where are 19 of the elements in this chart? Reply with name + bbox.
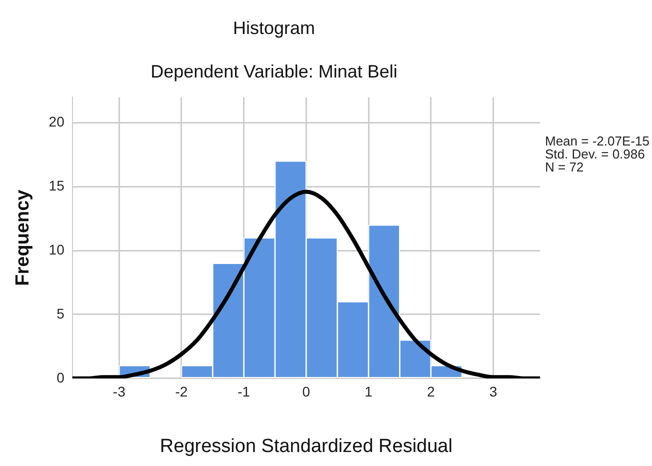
x-tick-label: 0 [302, 384, 310, 400]
x-tick-label: 1 [364, 384, 373, 400]
x-tick-label: -1 [238, 384, 250, 400]
x-tick-label: 2 [426, 384, 435, 400]
x-axis-title: Regression Standardized Residual [160, 436, 452, 457]
y-tick-label: 0 [56, 369, 65, 386]
y-tick-label: 5 [56, 305, 65, 322]
chart-title: Histogram [232, 18, 316, 38]
chart-subtitle: Dependent Variable: Minat Beli [150, 61, 398, 82]
y-tick-label: 10 [48, 241, 65, 258]
y-tick-label: 15 [48, 178, 65, 194]
y-axis-title: Frequency [12, 189, 34, 286]
text: N = 72 [545, 159, 584, 174]
x-tick-label: 3 [489, 384, 498, 400]
text: Mean = -2.07E-15 [545, 133, 650, 148]
x-tick-label: -3 [112, 384, 126, 400]
text: Std. Dev. = 0.986 [545, 146, 645, 162]
x-tick-label: -2 [175, 384, 188, 400]
y-tick-label: 20 [48, 114, 65, 130]
